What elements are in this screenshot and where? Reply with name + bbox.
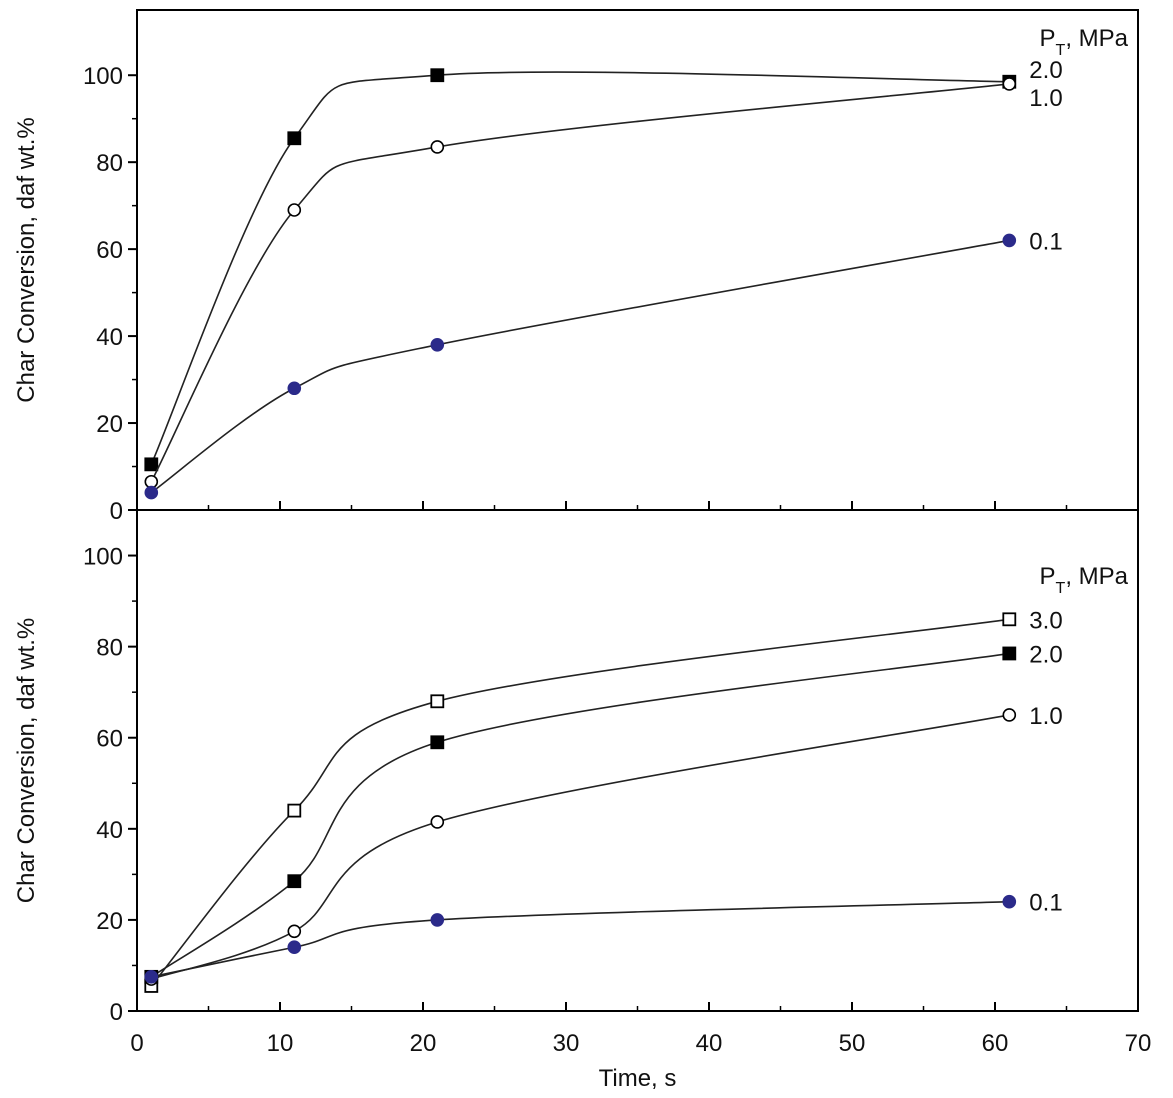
marker bbox=[287, 803, 302, 818]
series-label: 2.0 bbox=[1029, 57, 1062, 84]
marker bbox=[430, 815, 445, 829]
marker bbox=[144, 970, 159, 984]
marker bbox=[287, 940, 302, 955]
marker bbox=[1002, 894, 1017, 909]
series-label: 0.1 bbox=[1029, 228, 1062, 255]
series-line bbox=[150, 239, 1010, 494]
marker bbox=[287, 203, 302, 217]
x-tick-label: 50 bbox=[839, 1030, 866, 1057]
y-axis-label: Char Conversion, daf wt.% bbox=[13, 117, 40, 402]
y-tick-label: 100 bbox=[83, 544, 123, 571]
series-line bbox=[150, 71, 1010, 465]
y-tick-label: 40 bbox=[96, 324, 123, 351]
y-tick-label: 40 bbox=[96, 817, 123, 844]
legend-title-rest: , MPa bbox=[1065, 25, 1128, 52]
series-line bbox=[150, 652, 1010, 978]
legend-title-text: P bbox=[1040, 563, 1056, 590]
marker bbox=[144, 485, 159, 500]
marker bbox=[287, 131, 302, 146]
marker bbox=[287, 381, 302, 396]
y-tick-label: 60 bbox=[96, 237, 123, 264]
series-label: 1.0 bbox=[1029, 85, 1062, 112]
marker bbox=[144, 457, 159, 472]
y-tick-label: 80 bbox=[96, 150, 123, 177]
x-tick-label: 30 bbox=[553, 1030, 580, 1057]
legend-title-subscript: T bbox=[1056, 580, 1066, 597]
x-tick-label: 20 bbox=[410, 1030, 437, 1057]
marker bbox=[430, 140, 445, 154]
marker bbox=[1002, 612, 1017, 627]
marker bbox=[287, 924, 302, 939]
y-axis-label: Char Conversion, daf wt.% bbox=[13, 618, 40, 903]
marker bbox=[430, 913, 445, 927]
marker bbox=[430, 337, 445, 352]
series-line bbox=[151, 900, 1010, 978]
y-tick-label: 20 bbox=[96, 908, 123, 935]
x-tick-label: 60 bbox=[982, 1030, 1009, 1057]
series-line bbox=[150, 618, 1010, 987]
marker bbox=[1002, 233, 1017, 248]
legend-title-text: P bbox=[1040, 25, 1056, 52]
series-label: 0.1 bbox=[1029, 890, 1062, 917]
legend-title-rest: , MPa bbox=[1065, 563, 1128, 590]
marker bbox=[1002, 646, 1017, 661]
x-tick-label: 70 bbox=[1125, 1030, 1152, 1057]
marker bbox=[430, 694, 445, 709]
marker bbox=[430, 735, 445, 750]
series-line bbox=[151, 714, 1010, 980]
legend-title: PT, MPa bbox=[1040, 25, 1129, 59]
marker bbox=[1002, 77, 1017, 91]
x-tick-label: 10 bbox=[267, 1030, 294, 1057]
y-tick-label: 20 bbox=[96, 411, 123, 438]
series-label: 3.0 bbox=[1029, 607, 1062, 634]
y-tick-label: 60 bbox=[96, 726, 123, 753]
x-axis-label: Time, s bbox=[599, 1065, 677, 1092]
marker bbox=[287, 874, 302, 889]
legend-title: PT, MPa bbox=[1040, 563, 1129, 597]
x-tick-label: 0 bbox=[130, 1030, 143, 1057]
x-tick-label: 40 bbox=[696, 1030, 723, 1057]
plot-frame bbox=[136, 9, 1139, 511]
y-tick-label: 100 bbox=[83, 63, 123, 90]
y-tick-label: 0 bbox=[110, 498, 123, 525]
y-tick-label: 0 bbox=[110, 999, 123, 1026]
series-line bbox=[150, 83, 1010, 483]
series-label: 2.0 bbox=[1029, 641, 1062, 668]
marker bbox=[430, 68, 445, 83]
legend-title-subscript: T bbox=[1056, 42, 1066, 59]
marker bbox=[1002, 708, 1017, 722]
series-label: 1.0 bbox=[1029, 703, 1062, 730]
y-tick-label: 80 bbox=[96, 635, 123, 662]
